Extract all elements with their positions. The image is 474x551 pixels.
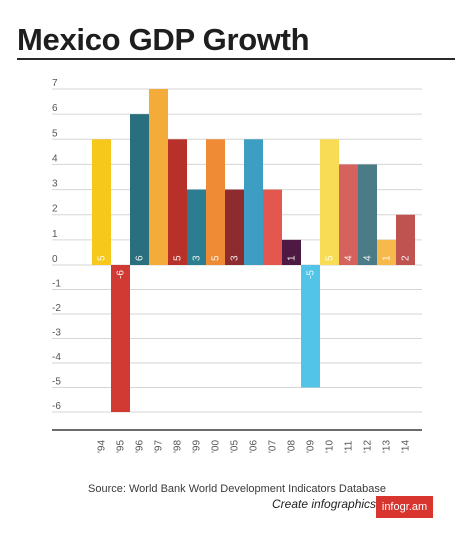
- x-tick-label: '99: [192, 440, 203, 453]
- bar-value-label: -5: [306, 270, 317, 279]
- x-tick-label: '98: [173, 440, 184, 453]
- source-note: Source: World Bank World Development Ind…: [88, 483, 386, 495]
- bar-10: [282, 239, 301, 265]
- y-tick-label: 7: [52, 78, 58, 89]
- x-tick-label: '07: [268, 440, 279, 453]
- bar-16: [396, 214, 415, 265]
- bar-13: [339, 164, 358, 265]
- bar-3: [149, 89, 168, 265]
- title-divider: [17, 58, 455, 60]
- bar-7: [225, 189, 244, 265]
- bar-5: [187, 189, 206, 265]
- bar-value-label: 5: [97, 255, 108, 261]
- bar-2: [130, 114, 149, 266]
- x-tick-label: '94: [97, 440, 108, 453]
- bar-value-label: 6: [135, 255, 146, 261]
- bar-value-label: 5: [173, 255, 184, 261]
- y-tick-label: 1: [52, 229, 58, 240]
- bar-value-label: 5: [211, 255, 222, 261]
- bar-1: [111, 265, 130, 412]
- bar-value-label: 3: [230, 255, 241, 261]
- bar-value-label: 4: [363, 255, 374, 261]
- x-tick-label: '09: [306, 440, 317, 453]
- x-tick-label: '05: [230, 440, 241, 453]
- y-tick-label: 2: [52, 204, 58, 215]
- bar-value-label: 1: [287, 255, 298, 261]
- x-tick-label: '97: [154, 440, 165, 453]
- x-tick-label: '95: [116, 440, 127, 453]
- bar-value-label: 2: [401, 255, 412, 261]
- bar-value-label: 5: [325, 255, 336, 261]
- bar-value-label: 3: [192, 255, 203, 261]
- x-tick-label: '10: [325, 440, 336, 453]
- y-tick-label: -1: [52, 279, 61, 290]
- x-tick-label: '13: [382, 440, 393, 453]
- bar-chart: 7 6 5 4 3 2 1 0 -1 -2 -3 -4 -5 -6 5 '94 -6 '95 6 '96 '97 5 '98…: [52, 78, 422, 453]
- x-tick-label: '12: [363, 440, 374, 453]
- x-tick-label: '96: [135, 440, 146, 453]
- bar-value-label: 4: [344, 255, 355, 261]
- bar-value-label: 1: [382, 255, 393, 261]
- bar-12: [320, 139, 339, 265]
- x-tick-label: '08: [287, 440, 298, 453]
- x-tick-label: '14: [401, 440, 412, 453]
- y-tick-label: -3: [52, 328, 61, 339]
- y-tick-label: -6: [52, 401, 61, 412]
- x-tick-label: '00: [211, 440, 222, 453]
- bar-6: [206, 139, 225, 265]
- y-tick-label: 5: [52, 128, 58, 139]
- bar-0: [92, 139, 111, 265]
- bar-11: [301, 265, 320, 388]
- chart-title: Mexico GDP Growth: [17, 22, 310, 57]
- bar-8: [244, 139, 263, 265]
- y-tick-label: -4: [52, 352, 61, 363]
- create-infographics-link[interactable]: Create infographics: [272, 497, 377, 511]
- y-tick-label: -2: [52, 303, 61, 314]
- x-tick-label: '11: [344, 440, 355, 453]
- y-tick-label: 4: [52, 153, 58, 164]
- bar-9: [263, 189, 282, 265]
- bar-value-label: -6: [116, 270, 127, 279]
- bar-4: [168, 139, 187, 265]
- infogram-brand-text: infogr.am: [381, 501, 428, 513]
- y-tick-label: 3: [52, 179, 58, 190]
- bar-15: [377, 239, 396, 265]
- x-tick-label: '06: [249, 440, 260, 453]
- y-tick-label: -5: [52, 377, 61, 388]
- bar-14: [358, 164, 377, 265]
- infogram-logo-badge[interactable]: infogr.am: [376, 496, 433, 518]
- y-tick-label: 6: [52, 103, 58, 114]
- y-tick-label: 0: [52, 254, 58, 265]
